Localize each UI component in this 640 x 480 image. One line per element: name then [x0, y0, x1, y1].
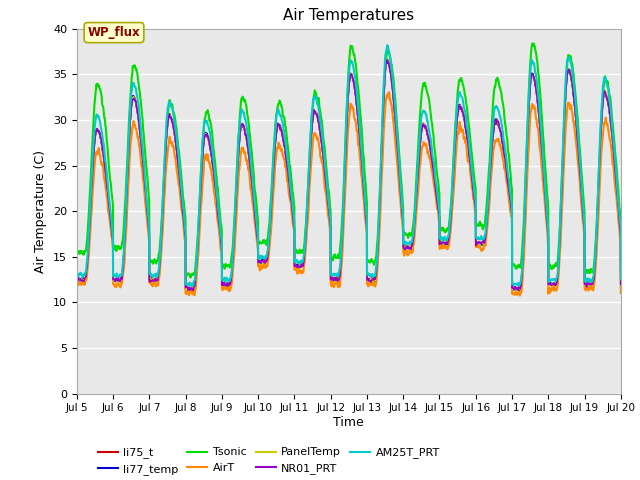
Tsonic [617, 268, 625, 274]
AirT [73, 282, 81, 288]
NR01_PRT [383, 58, 390, 63]
AirT [502, 170, 509, 176]
li77_temp [329, 276, 337, 281]
Tsonic [187, 275, 195, 280]
AirT [471, 205, 479, 211]
li75_t [471, 200, 479, 205]
AM25T_PRT [616, 221, 624, 227]
PanelTemp [384, 58, 392, 63]
AM25T_PRT [188, 283, 195, 289]
NR01_PRT [471, 200, 479, 206]
AirT [385, 89, 393, 95]
li75_t [182, 288, 190, 294]
PanelTemp [502, 161, 509, 167]
Legend: li75_t, li77_temp, Tsonic, AirT, PanelTemp, NR01_PRT, AM25T_PRT: li75_t, li77_temp, Tsonic, AirT, PanelTe… [93, 443, 444, 479]
li77_temp [502, 162, 509, 168]
NR01_PRT [617, 281, 625, 287]
li77_temp [616, 229, 624, 235]
Line: Tsonic: Tsonic [77, 44, 621, 277]
PanelTemp [73, 276, 81, 281]
NR01_PRT [186, 287, 194, 293]
AM25T_PRT [471, 192, 479, 198]
Tsonic [329, 256, 337, 262]
li75_t [616, 227, 624, 233]
li75_t [329, 277, 337, 283]
Line: li75_t: li75_t [77, 60, 621, 291]
AirT [617, 290, 625, 296]
NR01_PRT [616, 229, 624, 235]
Tsonic [502, 123, 509, 129]
li77_temp [186, 288, 194, 294]
AirT [616, 237, 624, 243]
PanelTemp [513, 287, 521, 293]
li75_t [441, 241, 449, 247]
PanelTemp [616, 229, 624, 235]
Line: NR01_PRT: NR01_PRT [77, 60, 621, 290]
PanelTemp [441, 240, 449, 246]
PanelTemp [328, 277, 336, 283]
AM25T_PRT [329, 271, 337, 277]
li75_t [383, 57, 391, 62]
Tsonic [616, 210, 624, 216]
PanelTemp [171, 132, 179, 138]
Tsonic [529, 41, 536, 47]
Line: PanelTemp: PanelTemp [77, 60, 621, 290]
AM25T_PRT [617, 276, 625, 282]
NR01_PRT [502, 160, 509, 166]
Tsonic [471, 181, 479, 187]
li75_t [73, 276, 81, 282]
AM25T_PRT [502, 151, 509, 156]
AM25T_PRT [441, 234, 449, 240]
AirT [328, 278, 336, 284]
NR01_PRT [171, 130, 179, 136]
Tsonic [73, 250, 81, 255]
AM25T_PRT [73, 271, 81, 277]
li75_t [502, 161, 509, 167]
NR01_PRT [441, 240, 449, 246]
li77_temp [73, 276, 81, 281]
Tsonic [171, 113, 179, 119]
Line: AirT: AirT [77, 92, 621, 296]
X-axis label: Time: Time [333, 416, 364, 429]
AM25T_PRT [171, 120, 179, 125]
li77_temp [171, 131, 179, 137]
li77_temp [617, 282, 625, 288]
AirT [516, 293, 524, 299]
li77_temp [441, 240, 449, 246]
Line: AM25T_PRT: AM25T_PRT [77, 45, 621, 286]
PanelTemp [471, 199, 479, 204]
Line: li77_temp: li77_temp [77, 60, 621, 291]
Tsonic [441, 227, 449, 233]
Title: Air Temperatures: Air Temperatures [284, 9, 414, 24]
Y-axis label: Air Temperature (C): Air Temperature (C) [35, 150, 47, 273]
AirT [171, 152, 179, 157]
Text: WP_flux: WP_flux [88, 26, 140, 39]
li77_temp [471, 202, 479, 207]
NR01_PRT [329, 275, 337, 280]
li75_t [617, 279, 625, 285]
li75_t [171, 131, 179, 137]
li77_temp [383, 58, 390, 63]
AirT [441, 243, 449, 249]
AM25T_PRT [383, 42, 391, 48]
PanelTemp [617, 281, 625, 287]
NR01_PRT [73, 278, 81, 284]
